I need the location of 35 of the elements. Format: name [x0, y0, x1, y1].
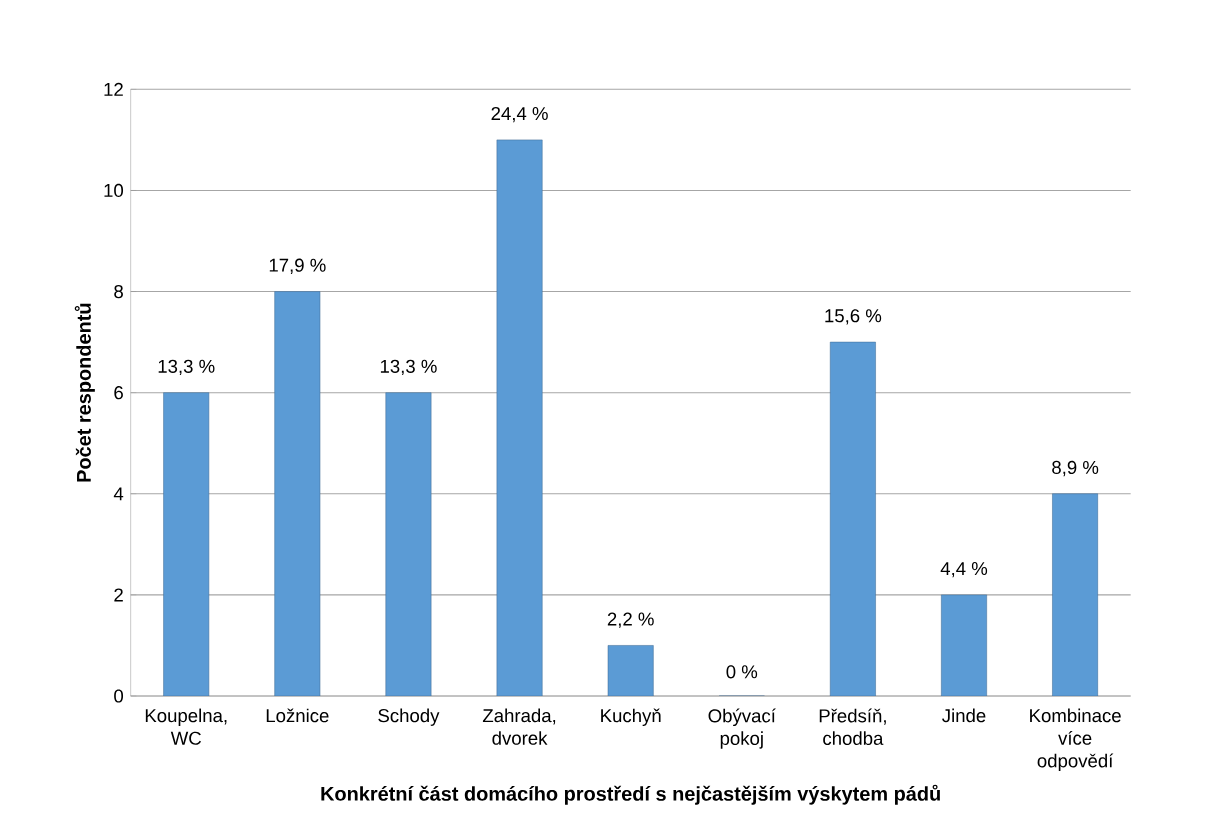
- x-tick-label: Koupelna, WC: [145, 708, 227, 745]
- x-tick-label: Schody: [378, 708, 440, 726]
- bar: [941, 594, 987, 696]
- bar: [829, 341, 876, 696]
- annotation: 15,6 %: [825, 309, 882, 325]
- y-tick-label: 4: [113, 487, 124, 501]
- y-tick-label: 2: [114, 588, 123, 602]
- y-tick-label: 8: [114, 284, 123, 299]
- x-tick-label: Jinde: [942, 708, 986, 723]
- bar: [1052, 493, 1099, 696]
- annotation: 8,9 %: [1052, 460, 1099, 477]
- annotation: 2,2 %: [607, 612, 654, 628]
- x-axis-title: Konkrétní část domácího prostředí s nejčastějším výskytem pádů: [321, 784, 940, 805]
- y-tick-label: 6: [114, 386, 123, 400]
- bar: [385, 392, 432, 696]
- annotation: 0 %: [726, 665, 758, 679]
- bar: [163, 392, 210, 696]
- y-tick-label: 0: [114, 689, 124, 703]
- x-tick-label: Předsíň, chodba: [819, 708, 886, 746]
- x-tick-label: Ložnice: [266, 708, 329, 723]
- bar: [607, 645, 654, 696]
- bar: [274, 291, 321, 696]
- bar: [496, 139, 543, 696]
- annotation: 24,4 %: [491, 106, 548, 123]
- y-tick-label: 10: [104, 183, 124, 198]
- y-tick-label: 12: [104, 82, 123, 96]
- x-tick-label: Zahrada, dvorek: [482, 708, 556, 745]
- x-tick-label: Kuchyň: [601, 708, 661, 726]
- annotation: 4,4 %: [940, 562, 988, 578]
- x-tick-label: Kombinace více odpovědí: [1030, 708, 1121, 772]
- annotation: 13,3 %: [158, 359, 215, 376]
- annotation: 17,9 %: [269, 258, 326, 274]
- x-tick-label: Obývací pokoj: [708, 708, 776, 749]
- y-axis-title: Počet respondentů: [74, 303, 95, 482]
- annotation: 13,3 %: [380, 359, 437, 376]
